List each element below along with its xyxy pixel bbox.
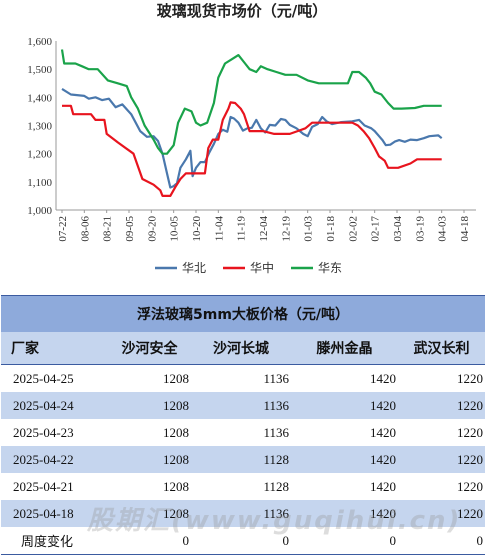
price-cell: 1220 <box>398 446 485 473</box>
price-cell: 1128 <box>263 478 289 494</box>
price-cell: 1420 <box>291 392 398 419</box>
table-row: 2025-04-25 1208 1136 1420 1220 <box>1 365 485 393</box>
table-header-row: 厂家 沙河安全 沙河长城 滕州金晶 武汉长利 <box>1 332 485 365</box>
legend-label: 华中 <box>250 260 274 275</box>
series-line-华中 <box>62 101 442 197</box>
change-cell: 0 <box>108 527 191 555</box>
x-tick-label: 11-04 <box>213 216 225 242</box>
table-title: 浮法玻璃5mm大板价格（元/吨） <box>1 295 485 332</box>
price-cell: 1420 <box>291 446 398 473</box>
price-cell: 1220 <box>457 370 484 386</box>
chart-title: 玻璃现货市场价（元/吨） <box>157 2 327 20</box>
y-tick-label: 1,400 <box>27 92 52 104</box>
price-cell: 1420 <box>370 424 396 440</box>
date-cell: 2025-04-23 <box>13 424 74 440</box>
x-tick-label: 09-20 <box>146 216 158 242</box>
y-tick-label: 1,200 <box>27 149 52 161</box>
price-cell: 1208 <box>108 446 191 473</box>
date-cell: 2025-04-21 <box>13 478 74 494</box>
price-cell: 1220 <box>457 424 484 440</box>
x-tick-label: 08-06 <box>79 216 91 242</box>
price-cell: 1220 <box>398 500 485 527</box>
price-cell: 1136 <box>263 424 289 440</box>
price-cell: 1420 <box>370 370 396 386</box>
price-cell: 1208 <box>163 478 189 494</box>
x-tick-label: 10-05 <box>169 216 181 242</box>
chart-svg: 玻璃现货市场价（元/吨） 1,000 1,100 1,200 1,300 1,400 1,5… <box>27 2 476 275</box>
table-row: 2025-04-18 1208 1136 1420 1220 <box>1 500 485 527</box>
price-cell: 1220 <box>398 392 485 419</box>
table-row: 2025-04-21 1208 1128 1420 1220 <box>1 473 485 500</box>
series-line-华北 <box>61 87 443 189</box>
header-cell: 沙河长城 <box>191 332 291 365</box>
x-tick-label: 03-19 <box>414 216 426 242</box>
change-label: 周度变化 <box>1 527 108 555</box>
x-tick-label: 12-04 <box>258 216 270 242</box>
date-cell: 2025-04-24 <box>1 392 108 419</box>
header-cell: 沙河安全 <box>108 332 191 365</box>
y-tick-label: 1,000 <box>27 205 52 217</box>
y-tick-label: 1,500 <box>27 64 52 76</box>
price-chart: 玻璃现货市场价（元/吨） 1,000 1,100 1,200 1,300 1,400 1,5… <box>27 2 476 275</box>
header-cell: 厂家 <box>1 332 108 365</box>
x-tick-label: 01-03 <box>303 216 315 242</box>
x-tick-label: 03-04 <box>392 216 404 242</box>
y-tick-label: 1,300 <box>27 121 52 133</box>
x-tick-label: 11-19 <box>236 216 248 242</box>
change-cell: 0 <box>398 527 485 555</box>
price-table-container: 浮法玻璃5mm大板价格（元/吨） 厂家 沙河安全 沙河长城 滕州金晶 武汉长利 … <box>1 295 485 555</box>
price-table: 浮法玻璃5mm大板价格（元/吨） 厂家 沙河安全 沙河长城 滕州金晶 武汉长利 … <box>1 295 485 555</box>
price-cell: 1208 <box>163 424 189 440</box>
weekly-change-row: 周度变化 0 0 0 0 <box>1 527 485 555</box>
y-tick-label: 1,600 <box>27 36 52 48</box>
change-cell: 0 <box>291 527 398 555</box>
x-tick-label: 08-21 <box>102 216 114 242</box>
price-cell: 1420 <box>370 478 396 494</box>
header-cell: 武汉长利 <box>398 332 485 365</box>
price-cell: 1136 <box>263 370 289 386</box>
legend-label: 华北 <box>182 261 206 275</box>
x-tick-label: 10-20 <box>191 216 203 242</box>
x-tick-label: 02-02 <box>347 216 359 242</box>
y-tick-label: 1,100 <box>27 177 52 189</box>
price-cell: 1136 <box>191 392 291 419</box>
x-tick-label: 01-18 <box>325 216 337 242</box>
table-row: 2025-04-22 1208 1128 1420 1220 <box>1 446 485 473</box>
x-tick-label: 09-05 <box>124 216 136 242</box>
x-tick-label: 12-19 <box>280 216 292 242</box>
table-title-row: 浮法玻璃5mm大板价格（元/吨） <box>1 295 485 332</box>
x-tick-label: 07-22 <box>57 216 69 242</box>
price-cell: 1220 <box>457 478 484 494</box>
date-cell: 2025-04-18 <box>1 500 108 527</box>
price-cell: 1208 <box>163 370 189 386</box>
header-cell: 滕州金晶 <box>291 332 398 365</box>
table-row: 2025-04-24 1208 1136 1420 1220 <box>1 392 485 419</box>
table-row: 2025-04-23 1208 1136 1420 1220 <box>1 419 485 446</box>
price-cell: 1208 <box>108 392 191 419</box>
price-cell: 1136 <box>191 500 291 527</box>
date-cell: 2025-04-22 <box>1 446 108 473</box>
x-tick-label: 02-17 <box>370 216 382 242</box>
price-cell: 1128 <box>191 446 291 473</box>
price-cell: 1208 <box>108 500 191 527</box>
x-tick-label: 04-18 <box>459 216 471 242</box>
series-line-华东 <box>60 49 442 155</box>
legend-label: 华东 <box>318 261 342 275</box>
change-cell: 0 <box>191 527 291 555</box>
x-tick-label: 04-03 <box>437 216 449 242</box>
date-cell: 2025-04-25 <box>13 370 74 386</box>
price-cell: 1420 <box>291 500 398 527</box>
